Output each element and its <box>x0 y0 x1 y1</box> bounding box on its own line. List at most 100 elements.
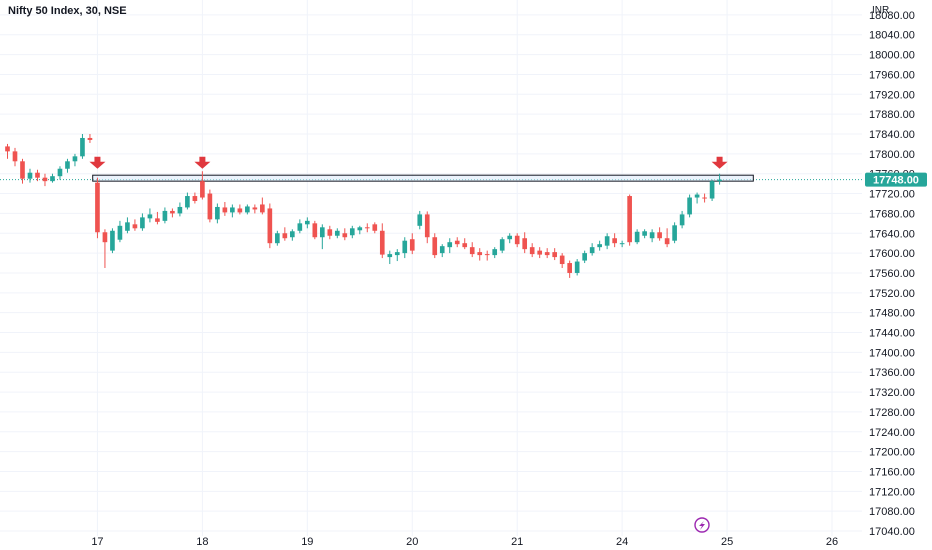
candle[interactable] <box>192 192 198 204</box>
candle[interactable] <box>132 219 138 231</box>
candle[interactable] <box>102 229 108 268</box>
candle[interactable] <box>117 220 123 243</box>
resistance-zone-rect[interactable] <box>92 174 754 182</box>
candle[interactable] <box>87 134 93 143</box>
candle[interactable] <box>582 250 587 264</box>
candle[interactable] <box>499 237 505 254</box>
candle[interactable] <box>717 173 722 185</box>
candle[interactable] <box>664 228 670 248</box>
candle[interactable] <box>694 192 700 204</box>
candle[interactable] <box>125 217 130 234</box>
resistance-arrows[interactable] <box>89 156 728 169</box>
candle[interactable] <box>290 229 295 241</box>
candle[interactable] <box>619 240 625 248</box>
candle[interactable] <box>409 233 415 255</box>
candle[interactable] <box>394 249 400 262</box>
candle[interactable] <box>140 213 145 231</box>
candle[interactable] <box>65 158 70 173</box>
candles[interactable] <box>5 134 722 278</box>
candle[interactable] <box>492 247 498 259</box>
candle[interactable] <box>177 202 183 217</box>
candle[interactable] <box>649 229 655 243</box>
candle[interactable] <box>544 248 550 259</box>
candle[interactable] <box>522 232 528 254</box>
candle[interactable] <box>245 204 250 215</box>
candle[interactable] <box>170 208 175 218</box>
candle[interactable] <box>252 204 258 214</box>
candle[interactable] <box>230 204 235 218</box>
candle[interactable] <box>5 143 10 159</box>
candle[interactable] <box>514 233 520 248</box>
candle[interactable] <box>162 207 168 224</box>
candle[interactable] <box>334 228 340 239</box>
candle[interactable] <box>379 223 385 259</box>
candle[interactable] <box>312 220 318 240</box>
candle[interactable] <box>357 225 363 235</box>
candle[interactable] <box>319 224 325 250</box>
candle[interactable] <box>260 197 265 215</box>
candle[interactable] <box>634 229 640 245</box>
candle[interactable] <box>80 134 85 159</box>
candle[interactable] <box>687 194 692 218</box>
candle[interactable] <box>612 233 617 248</box>
candle[interactable] <box>20 158 25 184</box>
candle[interactable] <box>589 243 595 256</box>
candle[interactable] <box>574 259 580 276</box>
candle[interactable] <box>402 237 408 259</box>
candle[interactable] <box>110 228 115 254</box>
candle[interactable] <box>417 210 423 230</box>
candle[interactable] <box>185 192 190 210</box>
candle[interactable] <box>702 193 707 203</box>
candle[interactable] <box>222 201 228 216</box>
candle[interactable] <box>679 210 685 229</box>
candle[interactable] <box>282 227 288 241</box>
candle[interactable] <box>200 171 205 200</box>
candle[interactable] <box>529 243 535 258</box>
candle[interactable] <box>327 225 333 240</box>
price-axis[interactable]: INR 18080.00 18040.00 18000.00 17960.00 1792… <box>869 5 915 538</box>
candle[interactable] <box>604 233 610 250</box>
down-arrow-icon[interactable] <box>711 156 728 169</box>
candle[interactable] <box>50 173 55 183</box>
candle[interactable] <box>12 147 18 167</box>
candle[interactable] <box>215 203 220 224</box>
candle[interactable] <box>372 222 378 234</box>
candle[interactable] <box>469 242 475 258</box>
candle[interactable] <box>709 179 715 201</box>
candle[interactable] <box>267 203 273 249</box>
candle[interactable] <box>432 233 438 259</box>
candle[interactable] <box>537 247 543 259</box>
candle[interactable] <box>672 222 677 244</box>
candle[interactable] <box>627 194 632 246</box>
candle[interactable] <box>349 225 355 239</box>
candle[interactable] <box>424 211 430 244</box>
candle[interactable] <box>462 238 468 250</box>
candle[interactable] <box>507 233 513 244</box>
candle[interactable] <box>387 250 393 265</box>
candle[interactable] <box>597 240 602 251</box>
candle[interactable] <box>72 153 78 167</box>
candle[interactable] <box>552 248 558 261</box>
candle[interactable] <box>484 250 490 261</box>
resistance-zone[interactable] <box>92 174 754 182</box>
down-arrow-icon[interactable] <box>89 156 106 169</box>
candle[interactable] <box>454 237 460 248</box>
candle[interactable] <box>439 244 445 258</box>
candle[interactable] <box>147 208 153 223</box>
candle[interactable] <box>275 230 280 246</box>
candle[interactable] <box>342 228 348 241</box>
candle[interactable] <box>35 169 40 182</box>
candle[interactable] <box>642 229 647 239</box>
candle[interactable] <box>42 173 48 187</box>
candle[interactable] <box>567 260 572 278</box>
candle[interactable] <box>447 238 453 254</box>
down-arrow-icon[interactable] <box>194 156 211 169</box>
candle[interactable] <box>477 248 483 261</box>
candle[interactable] <box>364 223 370 233</box>
candle[interactable] <box>559 253 565 268</box>
candle[interactable] <box>95 177 100 239</box>
candle[interactable] <box>297 219 303 234</box>
candle[interactable] <box>304 217 310 229</box>
candle[interactable] <box>57 166 63 180</box>
